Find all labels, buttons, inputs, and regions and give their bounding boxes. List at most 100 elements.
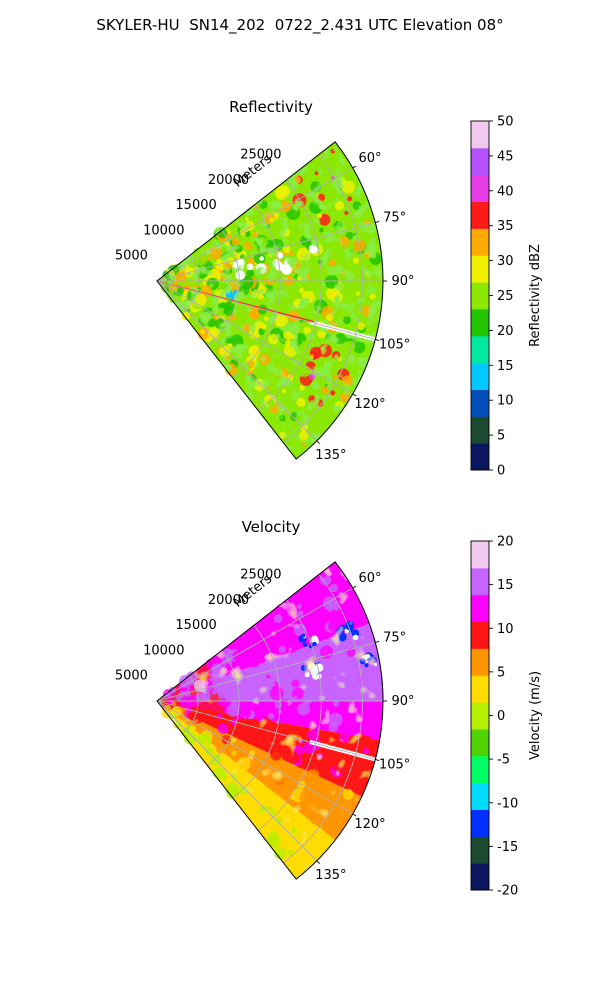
velocity-outline <box>156 561 384 880</box>
colorbar-swatch <box>471 809 489 837</box>
velocity-cell <box>249 749 256 756</box>
reflectivity-cell <box>279 200 292 213</box>
colorbar-tick-label: -20 <box>497 884 518 899</box>
velocity-cell <box>298 821 309 831</box>
velocity-cell <box>367 712 378 723</box>
azimuth-tick-label: 60° <box>358 151 381 166</box>
reflectivity-cell <box>274 186 289 200</box>
colorbar-tick-label: 35 <box>497 219 514 234</box>
colorbar-swatch <box>471 594 489 623</box>
reflectivity-cell <box>257 284 268 295</box>
velocity-cell <box>268 829 273 835</box>
velocity-cell <box>362 747 370 755</box>
colorbar-swatch <box>471 282 489 310</box>
reflectivity-cell <box>249 240 256 246</box>
reflectivity-cell <box>299 365 311 377</box>
reflectivity-cell <box>274 313 288 328</box>
reflectivity-cell <box>208 327 221 340</box>
range-ring <box>182 255 199 314</box>
reflectivity-cell <box>343 316 351 325</box>
velocity-cell <box>294 673 300 679</box>
radial-tick-label: 25000 <box>240 148 281 163</box>
azimuth-gridline <box>156 280 318 442</box>
reflectivity-cell <box>308 395 316 403</box>
reflectivity-cell <box>268 334 279 345</box>
colorbar-tick-label: 5 <box>497 665 505 680</box>
reflectivity-cell <box>325 333 332 340</box>
reflectivity-cell <box>352 201 362 210</box>
reflectivity-cell <box>326 313 334 321</box>
velocity-cell <box>332 762 339 770</box>
colorbar-swatch <box>471 362 489 390</box>
velocity-cell <box>274 719 279 724</box>
azimuth-tick-label: 90° <box>391 274 414 289</box>
radial-tick-label: 15000 <box>175 198 216 213</box>
colorbar-swatch <box>471 416 489 444</box>
velocity-cell <box>276 629 285 637</box>
reflectivity-cell <box>298 259 312 273</box>
velocity-cell <box>310 765 316 770</box>
range-ring <box>283 574 363 864</box>
velocity-cell <box>291 679 300 688</box>
colorbar-label: Reflectivity dBZ <box>528 244 543 347</box>
azimuth-tick <box>375 339 380 341</box>
range-ring <box>232 624 281 799</box>
reflectivity-cell <box>253 379 266 391</box>
velocity-cell <box>328 620 340 632</box>
reflectivity-cell <box>332 374 338 380</box>
reflectivity-cell <box>251 291 259 299</box>
reflectivity-cell <box>296 397 306 407</box>
reflectivity-cell <box>209 342 216 350</box>
reflectivity-cell <box>224 363 238 376</box>
reflectivity-cell <box>200 329 205 335</box>
velocity-cell <box>210 671 219 680</box>
colorbar-tick-label: 5 <box>497 429 505 444</box>
velocity-cell <box>322 672 327 678</box>
colorbar-swatch <box>471 782 489 810</box>
velocity-cell <box>229 737 236 744</box>
velocity-cell <box>346 798 358 811</box>
velocity-negative-cell <box>374 663 378 666</box>
velocity-negative-cell <box>304 672 310 678</box>
reflectivity-cell <box>263 316 269 322</box>
reflectivity-cell <box>265 378 275 388</box>
colorbar-tick-label: 20 <box>497 535 514 550</box>
velocity-cell <box>332 700 340 707</box>
velocity-cell <box>270 681 276 687</box>
reflectivity-cell <box>260 323 267 330</box>
colorbar-tick-label: 15 <box>497 359 514 374</box>
reflectivity-cell <box>303 326 311 334</box>
reflectivity-cell <box>239 357 244 362</box>
reflectivity-cell <box>205 296 218 308</box>
colorbar-tick-label: 15 <box>497 578 514 593</box>
velocity-cell <box>349 705 354 711</box>
reflectivity-cell <box>315 399 324 408</box>
velocity-negative-cell <box>302 642 308 647</box>
reflectivity-cell <box>310 181 322 193</box>
colorbar-swatch <box>471 389 489 417</box>
azimuth-tick <box>352 393 357 397</box>
reflectivity-cell <box>361 225 372 236</box>
velocity-cell <box>292 659 297 665</box>
reflectivity-cell <box>288 405 294 411</box>
reflectivity-cell <box>307 428 313 434</box>
reflectivity-cell <box>348 261 354 267</box>
velocity-cell <box>278 646 286 654</box>
reflectivity-gap <box>308 244 318 254</box>
velocity-cell <box>244 729 254 739</box>
reflectivity-cell <box>281 388 287 394</box>
reflectivity-cell <box>238 284 250 296</box>
colorbar-swatch <box>471 201 489 229</box>
reflectivity-cell <box>298 431 309 441</box>
colorbar-swatch <box>471 728 489 757</box>
radial-tick-label: 20000 <box>208 173 249 188</box>
reflectivity-cell <box>324 274 339 289</box>
velocity-cell <box>215 743 227 754</box>
velocity-cell <box>271 778 282 789</box>
reflectivity-cell <box>184 300 193 309</box>
velocity-cell <box>280 601 294 615</box>
velocity-cell <box>317 814 326 823</box>
reflectivity-cell <box>302 290 316 304</box>
reflectivity-cell <box>257 236 268 248</box>
